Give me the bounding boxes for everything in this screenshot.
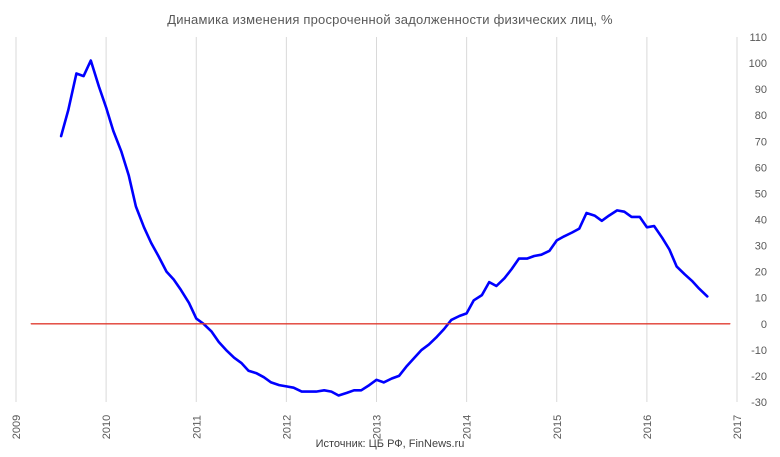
- y-tick-label: 20: [755, 267, 767, 279]
- x-tick-label: 2014: [462, 415, 474, 439]
- chart-title: Динамика изменения просроченной задолжен…: [167, 12, 613, 27]
- x-tick-label: 2016: [642, 415, 654, 439]
- y-tick-label: 0: [761, 319, 767, 331]
- y-tick-label: 90: [755, 84, 767, 96]
- y-tick-label: -10: [751, 345, 767, 357]
- x-tick-label: 2011: [191, 415, 203, 439]
- chart-source: Источник: ЦБ РФ, FinNews.ru: [315, 438, 465, 450]
- x-tick-label: 2012: [281, 415, 293, 439]
- y-tick-label: 80: [755, 110, 767, 122]
- y-tick-label: 60: [755, 162, 767, 174]
- y-tick-label: 40: [755, 215, 767, 227]
- x-tick-label: 2017: [732, 415, 744, 439]
- y-tick-label: 70: [755, 136, 767, 148]
- x-tick-label: 2009: [11, 415, 23, 439]
- series-line-overdue-debt: [59, 59, 709, 397]
- x-tick-label: 2010: [101, 415, 113, 439]
- y-tick-label: 10: [755, 293, 767, 305]
- y-tick-label: 100: [749, 58, 767, 70]
- x-tick-label: 2013: [372, 415, 384, 439]
- y-tick-label: 30: [755, 241, 767, 253]
- y-tick-label: 50: [755, 188, 767, 200]
- y-tick-label: -30: [751, 397, 767, 409]
- x-tick-label: 2015: [552, 415, 564, 439]
- y-tick-label: 110: [749, 32, 767, 44]
- y-tick-label: -20: [751, 371, 767, 383]
